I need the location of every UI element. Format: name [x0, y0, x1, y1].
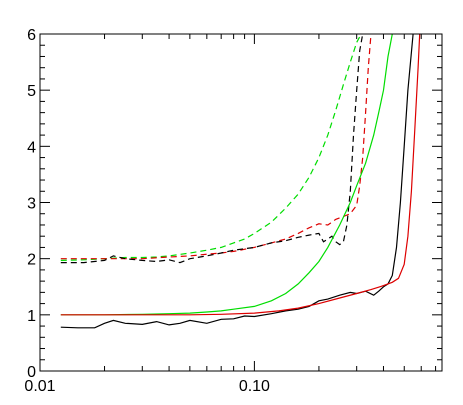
- x-tick-label: 0.10: [239, 378, 270, 395]
- y-tick-label: 2: [27, 252, 36, 269]
- y-tick-label: 4: [27, 139, 36, 156]
- series-line-2-dashed: [60, 34, 372, 260]
- y-tick-label: 5: [27, 83, 36, 100]
- x-tick-label: 0.01: [24, 378, 55, 395]
- series-line-1-dashed: [60, 34, 362, 261]
- axis-layer: 0 1 2 3 4 5 6 0.01 0.10: [24, 27, 442, 395]
- y-tick-label: 6: [27, 27, 36, 44]
- y-tick-label: 1: [27, 308, 36, 325]
- series-line-6-solid: [60, 34, 421, 316]
- series-line-5-solid: [60, 34, 414, 329]
- series-line-4-solid: [60, 34, 393, 316]
- series-layer: [60, 34, 421, 329]
- series-line-3-dashed: [60, 34, 364, 264]
- y-tick-label: 0: [27, 364, 36, 381]
- plot-frame: [39, 33, 443, 372]
- y-tick-label: 3: [27, 196, 36, 213]
